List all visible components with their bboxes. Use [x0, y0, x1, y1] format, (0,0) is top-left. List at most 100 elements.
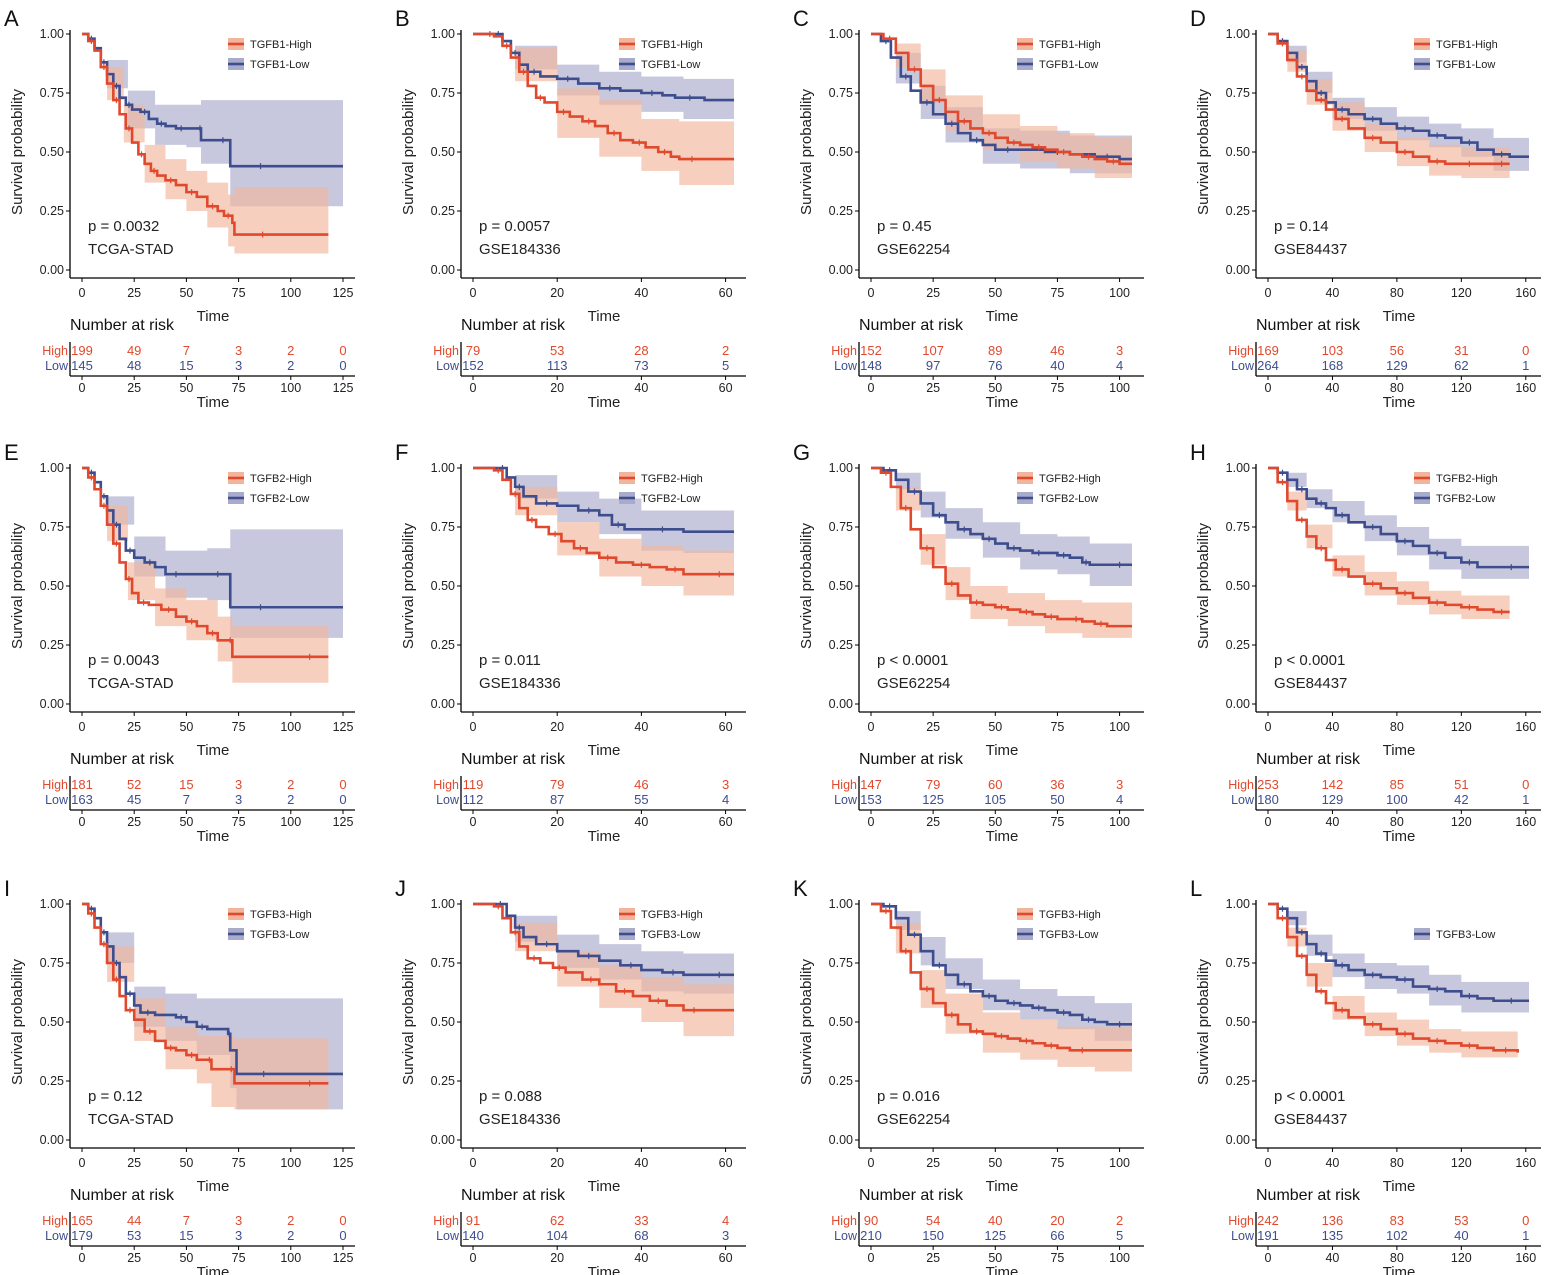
x-tick-label: 125	[333, 1156, 354, 1170]
y-tick-label: 1.00	[431, 461, 455, 475]
risk-x-tick-label: 75	[1050, 815, 1064, 829]
x-tick-label: 75	[1050, 1156, 1064, 1170]
cohort-name: GSE84437	[1274, 241, 1347, 258]
legend-low-label: TGFB1-Low	[250, 59, 309, 71]
risk-x-tick-label: 80	[1390, 815, 1404, 829]
risk-row-high-label: High	[1228, 778, 1254, 792]
risk-row-low-label: Low	[45, 359, 69, 373]
risk-x-tick-label: 25	[926, 381, 940, 395]
y-tick-label: 0.25	[1226, 204, 1250, 218]
risk-low-count: 45	[127, 792, 141, 807]
risk-low-count: 48	[127, 358, 141, 373]
risk-row-low-label: Low	[436, 359, 460, 373]
risk-low-count: 5	[722, 358, 729, 373]
risk-low-count: 87	[550, 792, 564, 807]
legend-high-label: TGFB1-High	[641, 39, 703, 51]
risk-low-count: 148	[860, 358, 882, 373]
x-tick-label: 0	[79, 286, 86, 300]
risk-high-count: 36	[1050, 777, 1064, 792]
risk-low-count: 145	[71, 358, 93, 373]
x-tick-label: 120	[1451, 1156, 1472, 1170]
x-tick-label: 25	[127, 720, 141, 734]
legend-high-label: TGFB3-High	[641, 909, 703, 921]
x-tick-label: 40	[1325, 1156, 1339, 1170]
risk-high-count: 3	[235, 1213, 242, 1228]
x-tick-label: 100	[1109, 1156, 1130, 1170]
y-tick-label: 0.00	[829, 1133, 853, 1147]
risk-high-count: 253	[1257, 777, 1279, 792]
cohort-name: GSE62254	[877, 1111, 950, 1128]
y-tick-label: 0.00	[431, 263, 455, 277]
legend-high-label: TGFB3-High	[1039, 909, 1101, 921]
risk-row-high-label: High	[42, 344, 68, 358]
risk-row-low-label: Low	[1231, 359, 1255, 373]
legend-high-label: TGFB2-High	[1436, 473, 1498, 485]
risk-high-count: 242	[1257, 1213, 1279, 1228]
low-ci-band	[1268, 904, 1529, 1020]
risk-x-axis-title: Time	[1383, 394, 1416, 411]
y-tick-label: 0.25	[1226, 638, 1250, 652]
x-tick-label: 50	[988, 720, 1002, 734]
risk-x-tick-label: 75	[1050, 1251, 1064, 1265]
risk-x-tick-label: 160	[1515, 381, 1536, 395]
risk-low-count: 1	[1522, 358, 1529, 373]
risk-low-count: 40	[1050, 358, 1064, 373]
low-ci-band	[1268, 468, 1529, 586]
risk-high-count: 31	[1454, 343, 1468, 358]
x-tick-label: 0	[79, 720, 86, 734]
risk-row-low-label: Low	[436, 793, 460, 807]
x-tick-label: 80	[1390, 1156, 1404, 1170]
risk-x-tick-label: 40	[634, 1251, 648, 1265]
risk-high-count: 79	[926, 777, 940, 792]
cohort-name: GSE184336	[479, 1111, 561, 1128]
risk-x-tick-label: 60	[719, 1251, 733, 1265]
risk-high-count: 0	[339, 777, 346, 792]
legend-low-label: TGFB1-Low	[641, 59, 700, 71]
risk-low-count: 97	[926, 358, 940, 373]
y-tick-label: 1.00	[40, 27, 64, 41]
risk-x-tick-label: 0	[868, 815, 875, 829]
p-value: p = 0.14	[1274, 218, 1329, 235]
p-value: p = 0.088	[479, 1088, 542, 1105]
risk-low-count: 264	[1257, 358, 1279, 373]
risk-high-count: 2	[722, 343, 729, 358]
x-axis-title: Time	[588, 308, 621, 325]
risk-high-count: 49	[127, 343, 141, 358]
risk-x-tick-label: 75	[232, 381, 246, 395]
risk-high-count: 136	[1322, 1213, 1344, 1228]
risk-low-count: 3	[235, 1228, 242, 1243]
risk-high-count: 53	[1454, 1213, 1468, 1228]
y-tick-label: 0.00	[40, 1133, 64, 1147]
risk-low-count: 153	[860, 792, 882, 807]
x-tick-label: 50	[179, 720, 193, 734]
risk-x-axis-title: Time	[588, 394, 621, 411]
y-tick-label: 1.00	[829, 897, 853, 911]
risk-low-count: 150	[922, 1228, 944, 1243]
risk-x-tick-label: 60	[719, 381, 733, 395]
high-survival-curve	[82, 902, 329, 1085]
x-tick-label: 80	[1390, 286, 1404, 300]
high-survival-curve	[1268, 902, 1520, 1053]
risk-row-high-label: High	[831, 778, 857, 792]
low-survival-curve	[473, 466, 734, 534]
x-tick-label: 25	[926, 1156, 940, 1170]
risk-low-count: 15	[179, 1228, 193, 1243]
y-tick-label: 0.50	[1226, 145, 1250, 159]
risk-x-tick-label: 40	[634, 815, 648, 829]
risk-x-tick-label: 125	[333, 381, 354, 395]
panel-D: D 0.00 0.25 0.50 0.75 1.00 0 40 80 120 160 Survival…	[1190, 6, 1541, 411]
x-tick-label: 0	[868, 286, 875, 300]
y-axis-title: Survival probability	[1195, 959, 1212, 1085]
cohort-name: TCGA-STAD	[88, 675, 174, 692]
number-at-risk-title: Number at risk	[70, 317, 175, 334]
risk-x-tick-label: 25	[127, 1251, 141, 1265]
risk-x-axis-title: Time	[986, 828, 1019, 845]
risk-high-count: 181	[71, 777, 93, 792]
x-tick-label: 75	[1050, 720, 1064, 734]
y-tick-label: 0.75	[40, 956, 64, 970]
low-ci-band	[871, 468, 1132, 589]
risk-low-count: 210	[860, 1228, 882, 1243]
risk-high-count: 2	[287, 777, 294, 792]
risk-x-tick-label: 20	[550, 815, 564, 829]
